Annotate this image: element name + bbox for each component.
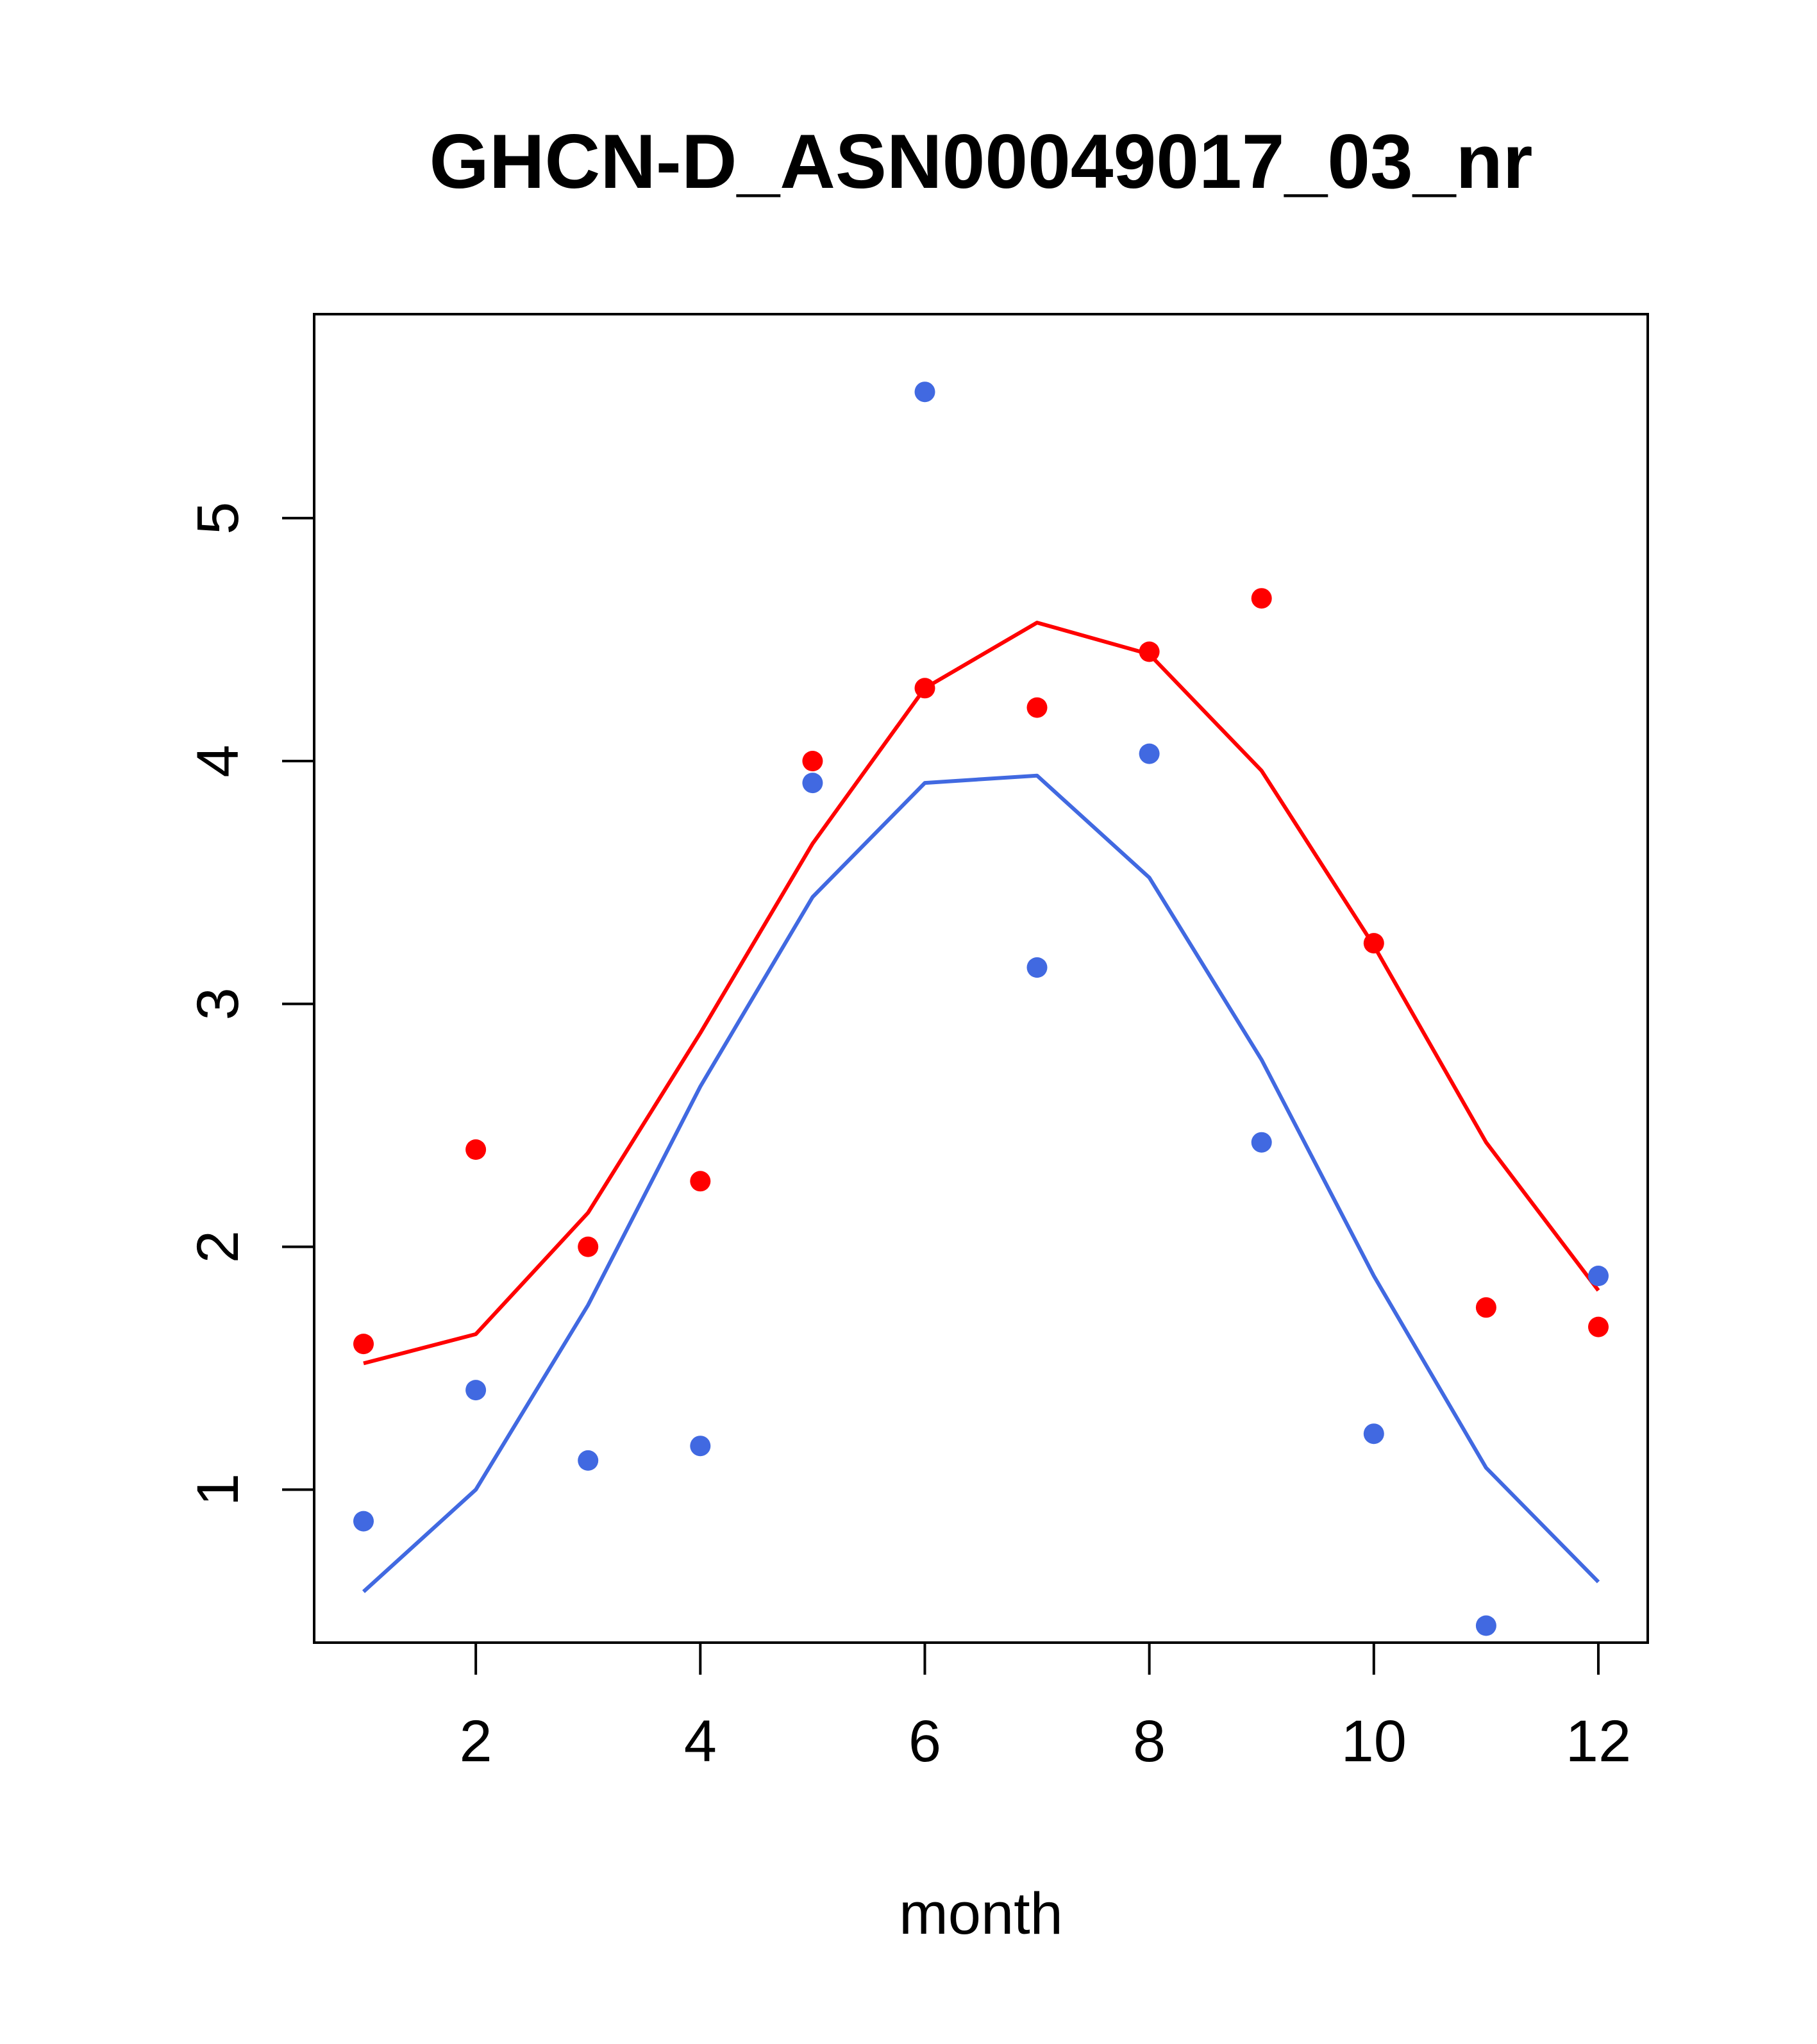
x-axis: 2 4 6 8 10 12 — [460, 1643, 1631, 1774]
y-tick-label: 2 — [185, 1230, 251, 1263]
plot-frame — [313, 313, 1649, 1644]
data-point — [802, 773, 823, 794]
data-point — [1139, 641, 1160, 662]
data-point — [1588, 1316, 1609, 1337]
y-tick-label: 5 — [185, 502, 251, 535]
chart-title: GHCN-D_ASN00049017_03_nr — [430, 119, 1533, 205]
y-axis: 1 2 3 4 5 — [185, 502, 314, 1506]
x-tick-label: 10 — [1341, 1709, 1407, 1774]
series-line-2 — [363, 621, 1600, 1366]
data-point — [1251, 588, 1272, 609]
data-point — [353, 1334, 374, 1355]
x-tick-label: 2 — [460, 1709, 492, 1774]
data-point — [353, 1511, 374, 1532]
y-tick-label: 1 — [185, 1473, 251, 1506]
series-line-3 — [362, 773, 1600, 1593]
series-points — [353, 381, 1609, 1636]
data-point — [578, 1236, 599, 1257]
data-point — [1139, 743, 1160, 764]
data-point — [465, 1139, 487, 1160]
data-point — [690, 1171, 711, 1192]
data-point — [1026, 697, 1048, 718]
data-point — [802, 751, 823, 771]
x-axis-label: month — [899, 1881, 1063, 1947]
x-tick-label: 8 — [1133, 1709, 1166, 1774]
x-tick-label: 4 — [684, 1709, 717, 1774]
data-point — [1363, 933, 1384, 954]
data-point — [1026, 957, 1048, 978]
data-point — [1363, 1423, 1384, 1445]
data-point — [914, 381, 935, 403]
data-point — [578, 1450, 599, 1471]
data-point — [1251, 1132, 1272, 1153]
data-point — [1588, 1266, 1609, 1286]
x-tick-label: 6 — [908, 1709, 941, 1774]
data-point — [914, 678, 935, 699]
y-tick-label: 3 — [185, 987, 251, 1020]
data-point — [690, 1436, 711, 1457]
data-point — [465, 1380, 487, 1401]
y-tick-label: 4 — [185, 744, 251, 777]
data-point — [1475, 1297, 1496, 1318]
data-point — [1475, 1615, 1496, 1636]
series-lines — [362, 621, 1600, 1593]
x-tick-label: 12 — [1566, 1709, 1631, 1774]
